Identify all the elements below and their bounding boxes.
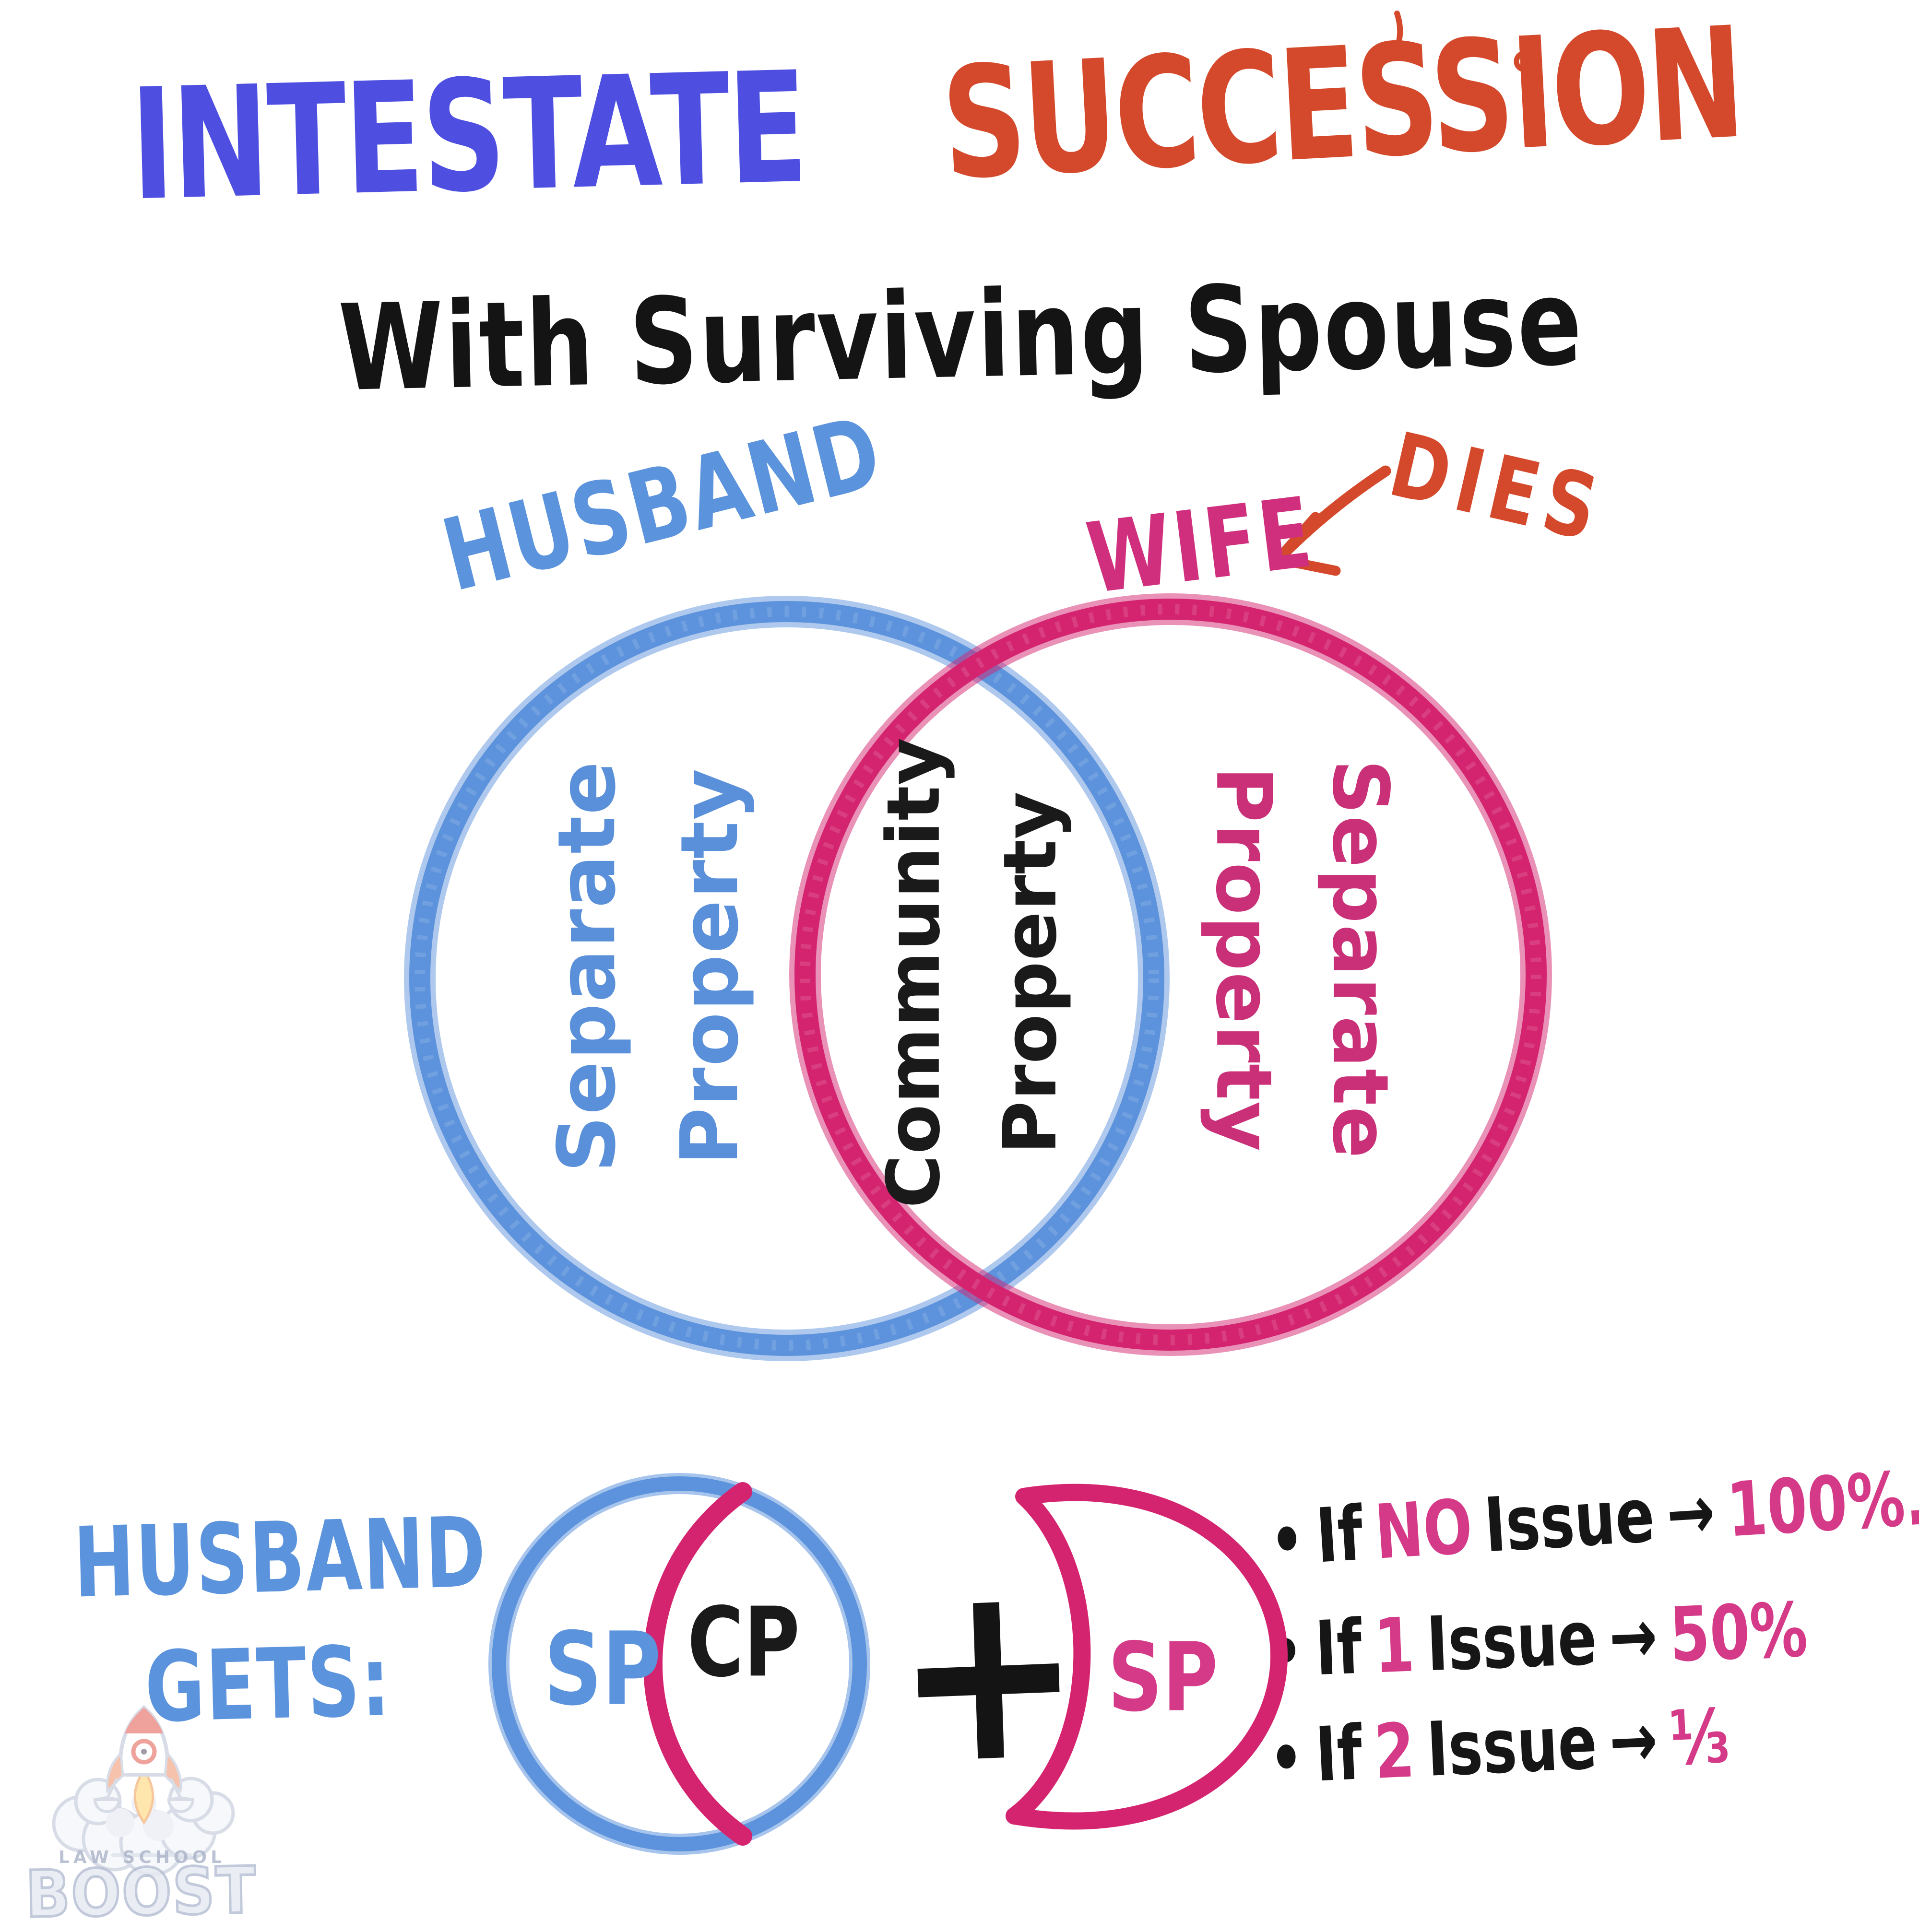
- logo-text-law-school: LAW SCHOOL: [58, 1848, 226, 1867]
- wife-separate-property-label: Separate Property: [1185, 759, 1419, 1159]
- law-school-boost-logo-icon: [52, 1705, 235, 1876]
- husband-gets-line1: HUSBAND: [72, 1496, 488, 1620]
- logo-text-boost: BOOST: [24, 1851, 258, 1932]
- dies-arrow-icon: [1272, 465, 1391, 576]
- plus-sign: +: [889, 1524, 1088, 1820]
- wife-region-line2: Property: [1199, 766, 1289, 1153]
- husband-region-line2: Property: [663, 767, 756, 1166]
- i-dot-mark: [1514, 50, 1536, 72]
- mini-venn-wife-arc: [643, 1482, 752, 1846]
- husband-separate-property-label: Separate Property: [526, 760, 771, 1173]
- wife-crescent: [1006, 1484, 1288, 1830]
- mini-venn-husband-circle: [488, 1473, 870, 1855]
- wife-region-line1: Separate: [1315, 759, 1406, 1160]
- overlap-region-line2: Property: [988, 791, 1073, 1154]
- wife-circle: [789, 593, 1552, 1356]
- husband-gets-line2: GETS:: [143, 1624, 392, 1744]
- mini-venn-sp-label: SP: [544, 1610, 662, 1728]
- husband-gets-label: HUSBAND GETS:: [72, 1489, 491, 1752]
- community-property-label: Community Property: [855, 737, 1089, 1208]
- husband-circle: [404, 596, 1170, 1361]
- title-word-intestate: INTESTATE: [129, 39, 808, 236]
- mini-venn-cp-label: CP: [687, 1586, 800, 1698]
- subtitle: With Surviving Spouse: [337, 253, 1585, 418]
- crescent-sp-label: SP: [1108, 1623, 1218, 1733]
- stray-mark: [1394, 11, 1403, 44]
- husband-region-line1: Separate: [541, 760, 633, 1173]
- overlap-region-line1: Community: [871, 737, 956, 1209]
